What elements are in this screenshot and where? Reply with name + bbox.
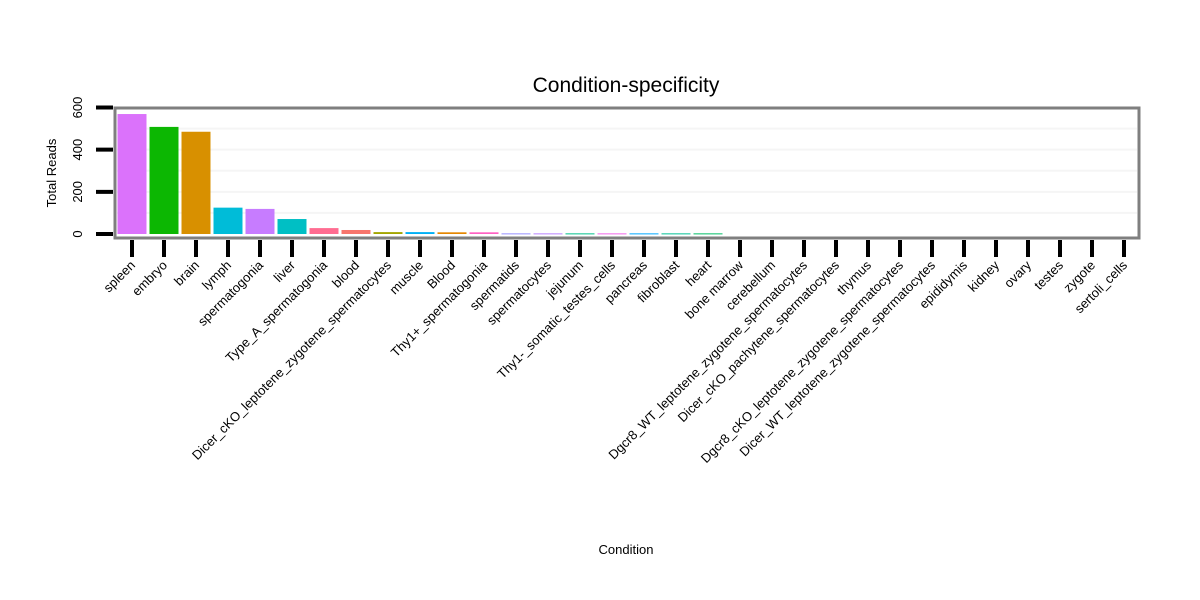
bar (437, 232, 467, 234)
x-tick-label: testes (1031, 257, 1066, 292)
x-tick-label: muscle (386, 258, 426, 298)
x-tick-label: brain (171, 258, 202, 289)
bar (501, 233, 531, 235)
y-tick-label: 600 (70, 97, 85, 119)
bar (629, 233, 659, 235)
bars (117, 114, 723, 235)
x-tick-label: embryo (129, 258, 170, 299)
y-tick-label: 200 (70, 181, 85, 203)
y-tick-label: 0 (70, 230, 85, 237)
bar (149, 126, 179, 234)
x-tick-label: kidney (965, 257, 1003, 295)
bar (533, 233, 563, 235)
bar (661, 233, 691, 235)
y-axis: 0 200 400 600 (70, 97, 113, 238)
bar (277, 219, 307, 234)
bar (213, 207, 243, 234)
bar (117, 114, 147, 234)
bar (405, 232, 435, 234)
x-axis-title: Condition (599, 542, 654, 557)
bar (373, 232, 403, 234)
bar (245, 208, 275, 234)
bar (469, 232, 499, 234)
x-tick-label: liver (271, 257, 299, 285)
y-axis-title: Total Reads (44, 138, 59, 207)
bar (693, 233, 723, 235)
x-tick-label: ovary (1001, 257, 1034, 290)
bar (597, 233, 627, 235)
bar (181, 131, 211, 234)
bar (309, 228, 339, 234)
gridlines (117, 127, 1137, 214)
plot-panel-border (113, 106, 1141, 240)
chart-title: Condition-specificity (533, 74, 720, 97)
bar (565, 233, 595, 235)
bar (341, 229, 371, 234)
y-tick-label: 400 (70, 139, 85, 161)
